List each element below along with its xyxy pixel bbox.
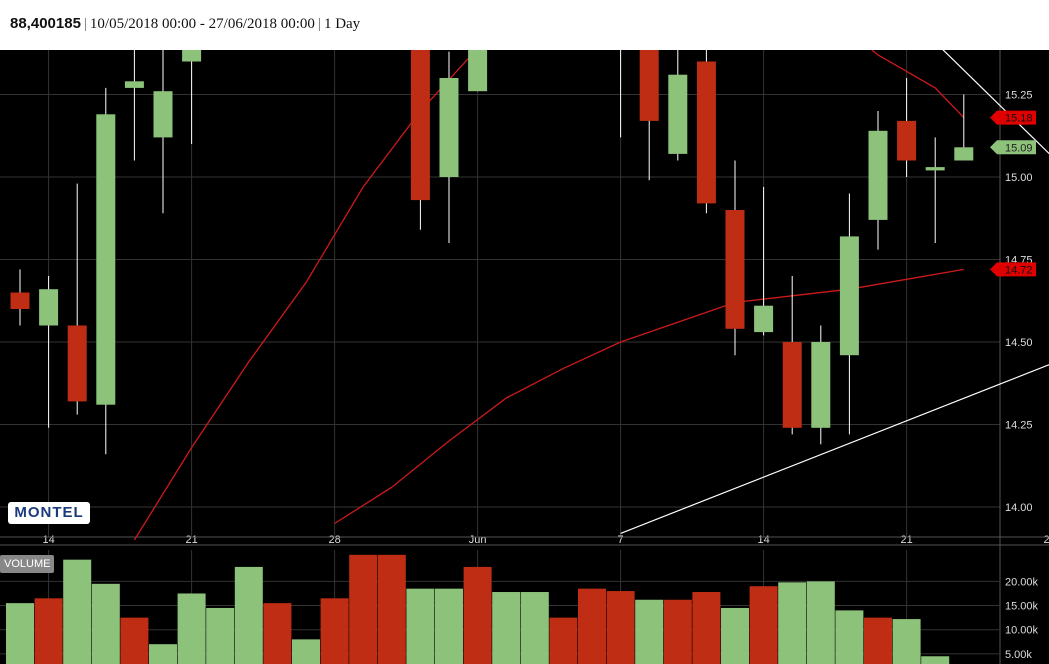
volume-bar [149, 644, 177, 664]
price-tick-label: 15.00 [1005, 172, 1033, 184]
volume-bar [34, 598, 63, 664]
price-marker-flag [990, 140, 1036, 155]
time-tick-label: 7 [618, 534, 624, 546]
time-tick-label: 21 [185, 534, 197, 546]
volume-bar [892, 619, 921, 664]
volume-bar [177, 593, 206, 664]
volume-bar [263, 603, 292, 664]
price-marker-flag [990, 110, 1036, 125]
volume-bar [91, 583, 120, 664]
price-tick-label: 15.25 [1005, 90, 1033, 102]
volume-bar [292, 639, 320, 664]
candle-body [839, 236, 859, 356]
candle-body [897, 120, 917, 161]
candle-body [439, 78, 459, 177]
candle-body [468, 50, 488, 92]
candle-body [182, 50, 202, 62]
header-separator: | [83, 16, 87, 32]
chart-area[interactable]: 14.0014.2514.5014.7515.0015.2515.5015.75… [0, 50, 1049, 664]
price-marker-flag [990, 262, 1036, 277]
candle-body [153, 91, 173, 138]
price-marker-label: 14.72 [1005, 264, 1033, 276]
volume-bar [549, 617, 578, 664]
volume-bar [921, 656, 950, 664]
volume-bar [320, 598, 349, 664]
volume-bar [520, 592, 549, 664]
time-tick-label: 14 [757, 534, 769, 546]
time-tick-label: 28 [1043, 534, 1049, 546]
candle-body [754, 305, 774, 333]
header-range: 10/05/2018 00:00 - 27/06/2018 00:00 [89, 16, 315, 32]
candle-body [954, 147, 974, 161]
volume-bar [663, 599, 692, 664]
time-tick-label: 21 [900, 534, 912, 546]
price-tick-label: 14.25 [1005, 420, 1033, 432]
price-tick-label: 14.50 [1005, 337, 1033, 349]
price-marker: 14.72 [990, 262, 1036, 277]
candle-body [925, 167, 945, 171]
candle-body [67, 325, 87, 402]
candle-body [725, 210, 745, 329]
volume-bar [606, 591, 635, 664]
volume-bar [721, 607, 749, 664]
volume-bar [749, 586, 778, 664]
volume-bar [635, 599, 664, 664]
header-value: 88,400185 [10, 15, 81, 32]
price-marker-label: 15.09 [1005, 142, 1033, 154]
candle-body [39, 289, 59, 326]
moving-average-line [133, 50, 965, 541]
volume-bar [406, 588, 435, 664]
chart-background [0, 50, 1049, 664]
time-tick-label: 14 [42, 534, 54, 546]
volume-bar [234, 566, 263, 664]
moving-average-line [334, 268, 964, 525]
volume-tick-label: 10.00k [1005, 625, 1039, 637]
volume-bar [492, 592, 521, 664]
candle-body [124, 81, 144, 88]
volume-bar [463, 566, 492, 664]
candle-body [811, 342, 831, 428]
price-marker-label: 15.18 [1005, 113, 1033, 125]
time-tick-label: Jun [469, 534, 487, 546]
price-marker: 15.18 [990, 110, 1036, 125]
volume-bar [692, 592, 721, 664]
candle-body [10, 292, 30, 309]
volume-bar [435, 588, 463, 664]
candle-body [868, 130, 888, 220]
volume-label: VOLUME [0, 555, 55, 573]
volume-bar [349, 554, 378, 664]
candle-body [696, 61, 716, 204]
volume-bar [6, 603, 34, 664]
header-interval: 1 Day [323, 16, 361, 32]
header-info: 88,400185 | 10/05/2018 00:00 - 27/06/2018 … [10, 15, 360, 33]
candle-body [782, 342, 802, 428]
candle-body [96, 114, 116, 405]
chart-canvas[interactable]: 14.0014.2514.5014.7515.0015.2515.5015.75… [0, 50, 1049, 664]
header-separator: | [317, 16, 321, 32]
trendline [620, 364, 1049, 534]
volume-bar [864, 617, 892, 664]
price-tick-label: 14.00 [1005, 502, 1033, 514]
volume-bar [377, 554, 406, 664]
volume-bar [206, 607, 235, 664]
volume-bar [835, 610, 864, 664]
candle-body [639, 50, 659, 121]
volume-bar [120, 617, 149, 664]
chart-header: 88,400185 | 10/05/2018 00:00 - 27/06/2018 … [0, 0, 1049, 50]
volume-tick-label: 20.00k [1005, 576, 1039, 588]
montel-logo: MONTEL [8, 502, 90, 524]
volume-tick-label: 5.00k [1005, 649, 1032, 661]
price-marker: 15.09 [990, 140, 1036, 155]
time-tick-label: 28 [328, 534, 340, 546]
candle-body [410, 50, 430, 201]
candle-body [668, 74, 688, 154]
volume-bar [778, 582, 807, 664]
volume-bar [806, 581, 835, 664]
volume-bar [63, 559, 92, 664]
volume-bar [578, 588, 606, 664]
volume-tick-label: 15.00k [1005, 601, 1039, 613]
